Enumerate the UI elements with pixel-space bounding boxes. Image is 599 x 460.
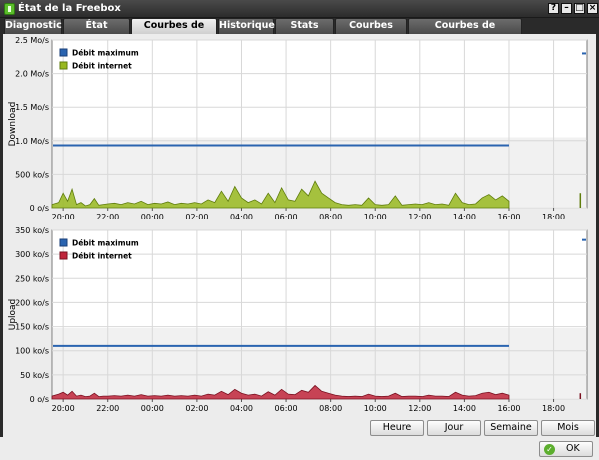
x-tick-label: 20:00 <box>52 213 75 219</box>
x-tick-label: 04:00 <box>230 213 253 219</box>
help-button[interactable]: ? <box>548 3 559 14</box>
tab-historique[interactable]: Historique <box>218 18 275 34</box>
title-bar: État de la Freebox ? – □ × <box>0 0 599 18</box>
legend-swatch-internet <box>59 251 68 260</box>
upload-chart-svg: 0 o/s 50 ko/s 100 ko/s 150 ko/s 200 ko/s 250 … <box>8 226 588 411</box>
hour-button[interactable]: Heure <box>370 420 424 436</box>
legend-label-max: Débit maximum <box>72 49 139 58</box>
freebox-app-icon <box>4 3 15 15</box>
ok-button[interactable]: ✓ OK <box>539 441 593 457</box>
tab-etat-internet[interactable]: État Internet <box>63 18 130 45</box>
close-button[interactable]: × <box>587 3 598 14</box>
tab-bar: Diagnostic État Internet Courbes de Débi… <box>0 18 599 45</box>
x-tick-label: 06:00 <box>275 404 298 411</box>
download-chart-svg: 0 o/s 500 ko/s 1.0 Mo/s 1.5 Mo/s 2.0 Mo/s 2.5… <box>8 36 588 219</box>
bottom-bar <box>0 437 599 460</box>
week-button[interactable]: Semaine <box>484 420 538 436</box>
x-tick-label: 10:00 <box>364 213 387 219</box>
x-tick-label: 00:00 <box>141 404 164 411</box>
ok-label: OK <box>566 443 580 454</box>
y-tick-label: 100 ko/s <box>15 347 49 356</box>
x-tick-label: 22:00 <box>96 213 119 219</box>
y-tick-label: 0 o/s <box>30 395 49 404</box>
y-tick-label: 0 o/s <box>30 204 49 213</box>
y-tick-label: 500 ko/s <box>15 170 49 179</box>
series-area-debit-internet <box>51 384 510 400</box>
y-tick-label: 1.5 Mo/s <box>15 103 49 112</box>
x-tick-label: 08:00 <box>319 213 342 219</box>
y-tick-label: 300 ko/s <box>15 250 49 259</box>
maximize-button[interactable]: □ <box>574 3 585 14</box>
check-icon: ✓ <box>544 444 555 455</box>
tab-courbes-xdsl[interactable]: Courbes xDSL <box>335 18 407 45</box>
tab-diagnostic[interactable]: Diagnostic <box>4 18 62 34</box>
series-area-debit-internet <box>51 180 510 209</box>
y-tick-label: 200 ko/s <box>15 298 49 307</box>
download-chart: 0 o/s 500 ko/s 1.0 Mo/s 1.5 Mo/s 2.0 Mo/s 2.5… <box>3 34 596 219</box>
tab-courbes-de-debit[interactable]: Courbes de Débit <box>131 18 217 45</box>
y-tick-label: 50 ko/s <box>20 371 49 380</box>
y-tick-label: 250 ko/s <box>15 274 49 283</box>
legend-label-max: Débit maximum <box>72 239 139 248</box>
upload-chart: 0 o/s 50 ko/s 100 ko/s 150 ko/s 200 ko/s 250 … <box>3 219 596 411</box>
y-tick-label: 150 ko/s <box>15 323 49 332</box>
legend-swatch-max <box>59 238 68 247</box>
x-tick-label: 02:00 <box>185 404 208 411</box>
x-tick-label: 20:00 <box>52 404 75 411</box>
y-tick-label: 1.0 Mo/s <box>15 137 49 146</box>
x-tick-label: 06:00 <box>275 213 298 219</box>
x-tick-label: 16:00 <box>497 213 520 219</box>
x-tick-label: 12:00 <box>408 404 431 411</box>
x-tick-label: 04:00 <box>230 404 253 411</box>
x-tick-label: 18:00 <box>542 213 565 219</box>
minimize-button[interactable]: – <box>561 3 572 14</box>
window-title: État de la Freebox <box>18 3 121 14</box>
legend-swatch-max <box>59 48 68 57</box>
content-panel: 0 o/s 500 ko/s 1.0 Mo/s 1.5 Mo/s 2.0 Mo/s 2.5… <box>3 34 596 437</box>
y-tick-label: 2.5 Mo/s <box>15 36 49 45</box>
day-button[interactable]: Jour <box>427 420 481 436</box>
x-tick-label: 14:00 <box>453 404 476 411</box>
x-tick-label: 10:00 <box>364 404 387 411</box>
y-tick-label: 350 ko/s <box>15 226 49 235</box>
x-tick-label: 00:00 <box>141 213 164 219</box>
y-tick-label: 2.0 Mo/s <box>15 70 49 79</box>
legend-label-internet: Débit internet <box>72 62 132 71</box>
month-button[interactable]: Mois <box>541 420 595 436</box>
x-tick-label: 12:00 <box>408 213 431 219</box>
legend-label-internet: Débit internet <box>72 252 132 261</box>
x-tick-label: 14:00 <box>453 213 476 219</box>
x-tick-label: 02:00 <box>185 213 208 219</box>
x-tick-label: 08:00 <box>319 404 342 411</box>
x-tick-label: 18:00 <box>542 404 565 411</box>
y-axis-label: Upload <box>8 299 18 331</box>
tab-courbes-de-temperature[interactable]: Courbes de température <box>408 18 522 45</box>
x-tick-label: 22:00 <box>96 404 119 411</box>
tab-stats-xdsl[interactable]: Stats xDSL <box>275 18 334 45</box>
y-axis-label: Download <box>8 102 18 147</box>
legend-swatch-internet <box>59 61 68 70</box>
x-tick-label: 16:00 <box>497 404 520 411</box>
plot-shade <box>53 328 586 398</box>
